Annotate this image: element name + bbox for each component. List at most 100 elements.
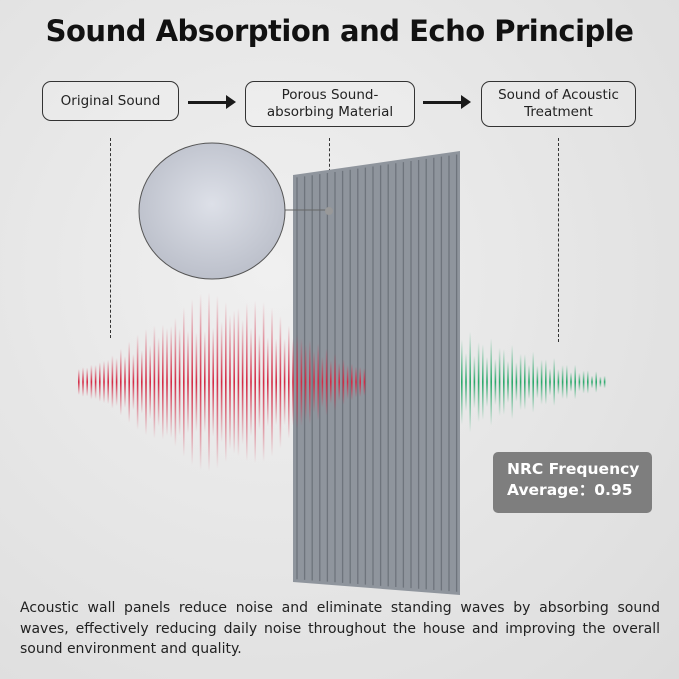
- wave-bar: [461, 339, 463, 425]
- wave-bar: [225, 301, 227, 463]
- wave-bar: [465, 352, 467, 412]
- wave-bar: [524, 354, 526, 410]
- wave-bar: [330, 360, 332, 404]
- wave-bar: [574, 364, 576, 400]
- wave-bar: [132, 353, 135, 411]
- wave-bar: [82, 367, 84, 397]
- wave-bar: [325, 348, 328, 416]
- wave-bar: [258, 333, 261, 431]
- wave-bar: [540, 359, 543, 405]
- wave-bar: [187, 330, 189, 434]
- wave-bar: [313, 351, 315, 413]
- description: Acoustic wall panels reduce noise and el…: [20, 600, 660, 657]
- wave-bar: [233, 310, 235, 454]
- wave-bar: [292, 338, 294, 426]
- flow-box-original-sound: Original Sound: [42, 81, 179, 121]
- nrc-line2: Average：0.95: [507, 481, 633, 499]
- wave-bar: [216, 295, 219, 469]
- wave-bar: [271, 307, 273, 457]
- wave-bar: [359, 366, 361, 398]
- wave-bar: [254, 300, 256, 464]
- dashed-guide: [558, 138, 559, 342]
- wave-bar: [149, 344, 151, 420]
- wave-bar: [145, 328, 147, 436]
- wave-bar: [507, 360, 509, 404]
- flow-label: Sound of Acoustic Treatment: [498, 87, 619, 120]
- wave-bar: [482, 344, 484, 420]
- wave-bar: [351, 363, 353, 401]
- wave-bar: [511, 344, 513, 420]
- wave-bar: [603, 375, 606, 389]
- wave-bar: [304, 344, 307, 420]
- wave-bar: [309, 340, 311, 424]
- wave-bar: [275, 338, 277, 426]
- wave-bar: [317, 343, 319, 421]
- wave-bar: [103, 360, 105, 404]
- wave-bar: [141, 350, 143, 414]
- wave-bar: [536, 365, 539, 399]
- flow-label: Original Sound: [60, 92, 161, 109]
- wave-bar: [363, 368, 366, 396]
- wave-bar: [355, 366, 357, 398]
- wave-bar: [469, 331, 471, 433]
- wave-bar: [90, 364, 93, 400]
- wave-bar: [486, 357, 488, 407]
- wave-bar: [288, 325, 290, 439]
- wave-bar: [338, 362, 340, 402]
- wave-bar: [334, 353, 336, 411]
- wave-bar: [162, 324, 164, 440]
- wave-bar: [557, 369, 560, 395]
- wave-bar: [595, 371, 597, 393]
- wave-bar: [204, 331, 206, 433]
- wave-bar: [498, 347, 501, 417]
- wave-bar: [262, 302, 265, 462]
- wave-bar: [195, 332, 198, 432]
- wave-bar: [587, 370, 589, 394]
- wave-bar: [494, 358, 497, 406]
- wave-bar: [473, 355, 476, 409]
- wave-bar: [490, 338, 492, 426]
- wave-bar: [591, 375, 593, 389]
- wave-bar: [553, 358, 555, 406]
- wave-bar: [120, 348, 122, 416]
- wave-bar: [124, 356, 126, 408]
- material-closeup: [138, 142, 286, 280]
- wave-bar: [296, 335, 298, 429]
- wave-bar: [300, 338, 303, 426]
- wave-bar: [532, 351, 534, 413]
- wave-bar: [178, 328, 181, 436]
- wave-bar: [78, 369, 80, 395]
- arrow-right-icon: [423, 95, 471, 109]
- wave-bar: [136, 334, 139, 430]
- wave-bar: [250, 327, 252, 437]
- wave-bar: [174, 317, 177, 447]
- wave-bar: [157, 337, 160, 427]
- wave-bar: [321, 356, 324, 408]
- wave-bar: [166, 327, 168, 437]
- wave-bar: [212, 327, 214, 437]
- wave-bar: [208, 292, 210, 472]
- wave-bar: [183, 307, 185, 457]
- wave-bar: [578, 372, 581, 392]
- arrow-right-icon: [188, 95, 236, 109]
- wave-bar: [267, 337, 269, 427]
- flow-box-porous-material: Porous Sound-absorbing Material: [245, 81, 415, 127]
- wave-bar: [128, 341, 130, 423]
- nrc-line1: NRC Frequency: [507, 460, 640, 478]
- wave-bar: [477, 341, 480, 423]
- wave-bar: [599, 376, 602, 388]
- wave-bar: [191, 299, 193, 465]
- wave-bar: [99, 362, 101, 402]
- wave-bar: [229, 314, 231, 450]
- wave-bar: [503, 349, 505, 415]
- original-sound-wave: [78, 292, 366, 472]
- wave-bar: [170, 325, 172, 439]
- wave-bar: [111, 355, 114, 409]
- wave-bar: [582, 370, 585, 394]
- wave-bar: [570, 372, 572, 392]
- wave-bar: [561, 365, 564, 399]
- wave-bar: [107, 359, 109, 405]
- wave-bar: [279, 315, 282, 449]
- flow-label: Porous Sound-absorbing Material: [266, 87, 394, 120]
